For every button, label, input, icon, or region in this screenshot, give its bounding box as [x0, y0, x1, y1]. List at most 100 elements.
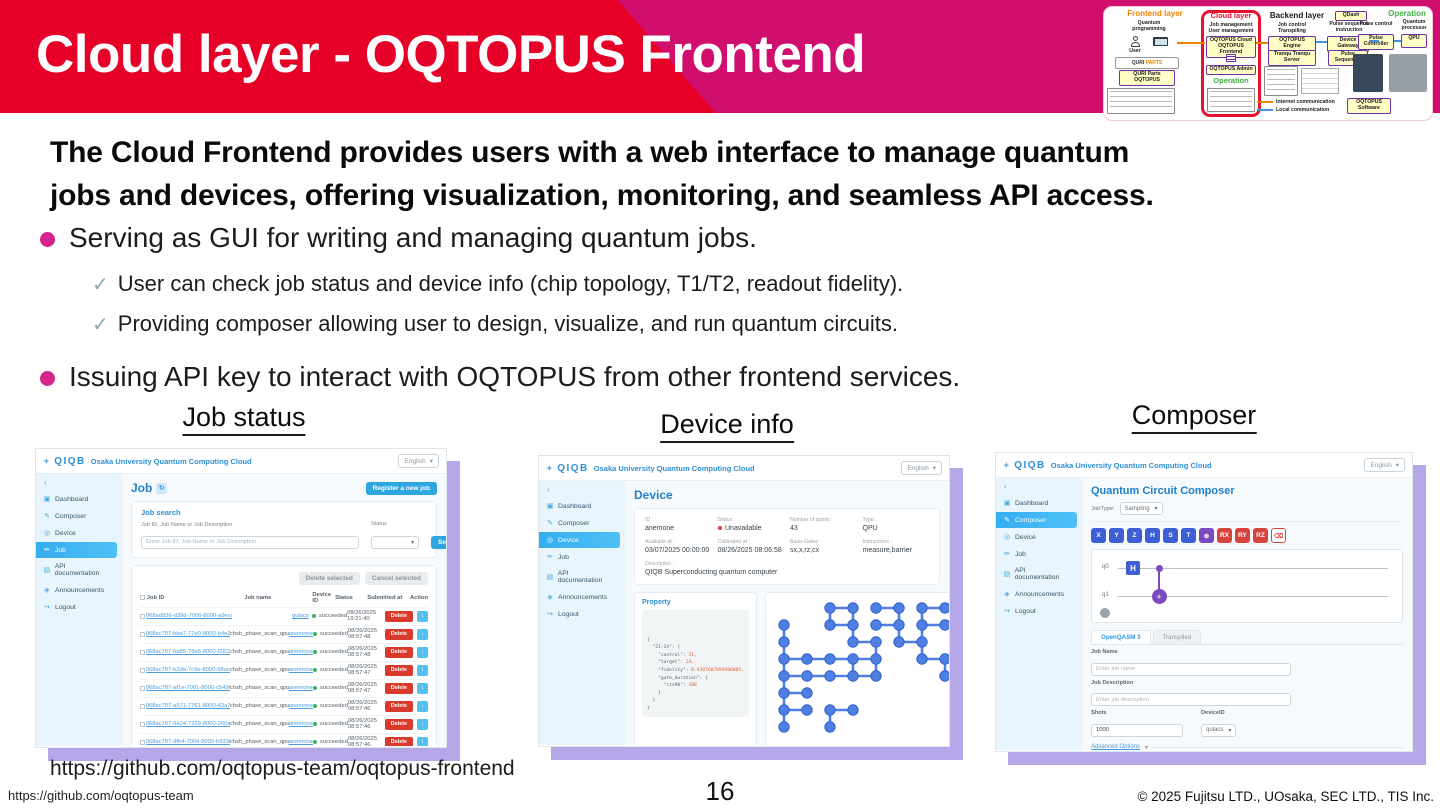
delete-button[interactable]: Delete [384, 682, 413, 694]
job-description-input[interactable] [1091, 693, 1291, 706]
sidebar-item[interactable]: ▤ API documentation [36, 559, 117, 581]
sidebar-collapse-button[interactable]: ‹ [547, 485, 550, 494]
row-checkbox[interactable] [140, 685, 145, 691]
sidebar-item[interactable]: ◈ Announcements [539, 589, 620, 605]
job-id-link[interactable]: 068ad936-d39d-7006-8000-a9ecccc24d7 [145, 613, 232, 619]
sidebar-item[interactable]: ▣ Dashboard [539, 498, 620, 514]
gate-button[interactable]: Z [1127, 528, 1142, 543]
delete-button[interactable]: Delete [384, 700, 413, 712]
gate-button[interactable]: Y [1109, 528, 1124, 543]
sidebar-item[interactable]: ◈ Announcements [996, 586, 1077, 602]
device-id-link[interactable]: anemone [288, 685, 313, 691]
language-select[interactable]: English ▾ [1364, 458, 1405, 472]
language-select[interactable]: English ▾ [901, 461, 942, 475]
device-id-link[interactable]: anemone [288, 631, 313, 637]
sidebar-item[interactable]: ✎ Composer [996, 512, 1077, 528]
job-id-link[interactable]: 068ac787-9fb4-7004-8000-b9338593dab9 [145, 739, 230, 745]
sidebar-item[interactable]: ✎ Composer [36, 508, 117, 524]
row-checkbox[interactable] [140, 649, 145, 655]
job-id-link[interactable]: 068ac787-a571-7761-8000-43a7833a385e [145, 703, 230, 709]
sidebar-item[interactable]: ▣ Dashboard [996, 495, 1077, 511]
sidebar-item[interactable]: ↪ Logout [539, 606, 620, 622]
github-team-link[interactable]: https://github.com/oqtopus-team [8, 788, 194, 803]
sidebar-item[interactable]: ▣ Dashboard [36, 491, 117, 507]
delete-button[interactable]: Delete [384, 646, 413, 658]
gate-button[interactable]: X [1091, 528, 1106, 543]
cnot-control-dot[interactable] [1155, 565, 1163, 572]
device-id-link[interactable]: anemone [288, 703, 313, 709]
sidebar-item[interactable]: ↪ Logout [36, 599, 117, 615]
delete-button[interactable]: Delete [384, 610, 413, 622]
job-name-input[interactable] [1091, 662, 1291, 676]
row-checkbox[interactable] [140, 721, 145, 727]
row-checkbox[interactable] [140, 739, 145, 745]
shots-input[interactable] [1091, 723, 1183, 737]
h-gate[interactable]: H [1126, 561, 1140, 575]
download-button[interactable]: ↓ [417, 646, 428, 658]
row-checkbox[interactable] [140, 703, 145, 709]
download-button[interactable]: ↓ [417, 628, 428, 640]
sidebar-item[interactable]: ✎ Composer [539, 515, 620, 531]
gate-button[interactable]: RZ [1253, 528, 1268, 543]
sidebar-item[interactable]: ✏ Job [36, 542, 117, 558]
sidebar-item[interactable]: ↪ Logout [996, 603, 1077, 619]
sidebar-collapse-button[interactable]: ‹ [44, 478, 47, 487]
cnot-target[interactable]: + [1151, 589, 1167, 604]
download-button[interactable]: ↓ [416, 610, 428, 622]
status-filter-select[interactable]: ▾ [371, 535, 419, 549]
tab-transpiled[interactable]: Transpiled [1152, 630, 1202, 644]
download-button[interactable]: ↓ [417, 682, 428, 694]
cancel-selected-button[interactable]: Cancel selected [364, 571, 428, 585]
device-id-link[interactable]: anemone [288, 649, 313, 655]
sidebar-item[interactable]: ▤ API documentation [539, 566, 620, 588]
row-checkbox[interactable] [140, 613, 145, 619]
device-id-link[interactable]: anemone [288, 739, 313, 745]
gate-button[interactable]: RY [1235, 528, 1250, 543]
delete-button[interactable]: Delete [384, 664, 413, 676]
add-qubit-button[interactable] [1100, 608, 1110, 618]
download-button[interactable]: ↓ [417, 736, 428, 746]
job-id-link[interactable]: 068ac787-b2da-7c9e-8000-58ac20c177ff [145, 667, 230, 673]
job-id-link[interactable]: 068ac787-af1e-7001-8000-c54969a8c022 [145, 685, 230, 691]
gate-button[interactable]: T [1181, 528, 1196, 543]
sidebar-item[interactable]: ✏ Job [996, 546, 1077, 562]
tab-openqasm[interactable]: OpenQASM 3 [1091, 630, 1151, 644]
job-id-link[interactable]: 068ac787-bba7-77e0-8000-b4e2409ab023 [145, 631, 230, 637]
sidebar-item[interactable]: ◎ Device [539, 532, 620, 548]
language-select[interactable]: English ▾ [398, 454, 439, 468]
github-frontend-link[interactable]: https://github.com/oqtopus-team/oqtopus-… [50, 757, 515, 780]
device-id-link[interactable]: qulacs [292, 613, 309, 619]
row-checkbox[interactable] [140, 631, 145, 637]
job-id-link[interactable]: 068ac787-9a24-7229-8000-260a77c9da77 [145, 721, 230, 727]
gate-button[interactable]: S [1163, 528, 1178, 543]
delete-button[interactable]: Delete [384, 718, 413, 730]
gate-button[interactable]: H [1145, 528, 1160, 543]
sidebar-item[interactable]: ◈ Announcements [36, 582, 117, 598]
select-all-checkbox[interactable] [140, 595, 145, 600]
delete-selected-button[interactable]: Delete selected [298, 571, 360, 585]
device-id-select[interactable]: qulacs ▾ [1201, 723, 1237, 737]
register-new-job-button[interactable]: Register a new job [365, 481, 437, 495]
delete-button[interactable]: Delete [384, 736, 413, 746]
download-button[interactable]: ↓ [417, 718, 428, 730]
gate-button[interactable]: ⌫ [1271, 528, 1286, 543]
job-search-input[interactable] [141, 535, 359, 549]
refresh-icon[interactable]: ↻ [156, 482, 168, 494]
circuit-canvas[interactable]: q0 q1 H + [1091, 549, 1403, 623]
delete-button[interactable]: Delete [384, 628, 413, 640]
job-id-link[interactable]: 068ac787-ba85-78a6-8000-f28328d62f93 [145, 649, 230, 655]
row-checkbox[interactable] [140, 667, 145, 673]
sidebar-item[interactable]: ▤ API documentation [996, 563, 1077, 585]
download-button[interactable]: ↓ [417, 700, 428, 712]
device-id-link[interactable]: anemone [288, 667, 313, 673]
download-button[interactable]: ↓ [417, 664, 428, 676]
gate-button[interactable]: ⊕ [1199, 528, 1214, 543]
search-button[interactable]: Search [431, 535, 446, 549]
sidebar-item[interactable]: ◎ Device [996, 529, 1077, 545]
jobtype-select[interactable]: Sampling ▾ [1119, 502, 1163, 515]
sidebar-collapse-button[interactable]: ‹ [1004, 482, 1007, 491]
device-id-link[interactable]: anemone [288, 721, 313, 727]
sidebar-item[interactable]: ◎ Device [36, 525, 117, 541]
gate-button[interactable]: RX [1217, 528, 1232, 543]
advanced-options-link[interactable]: Advanced Options [1091, 744, 1141, 750]
